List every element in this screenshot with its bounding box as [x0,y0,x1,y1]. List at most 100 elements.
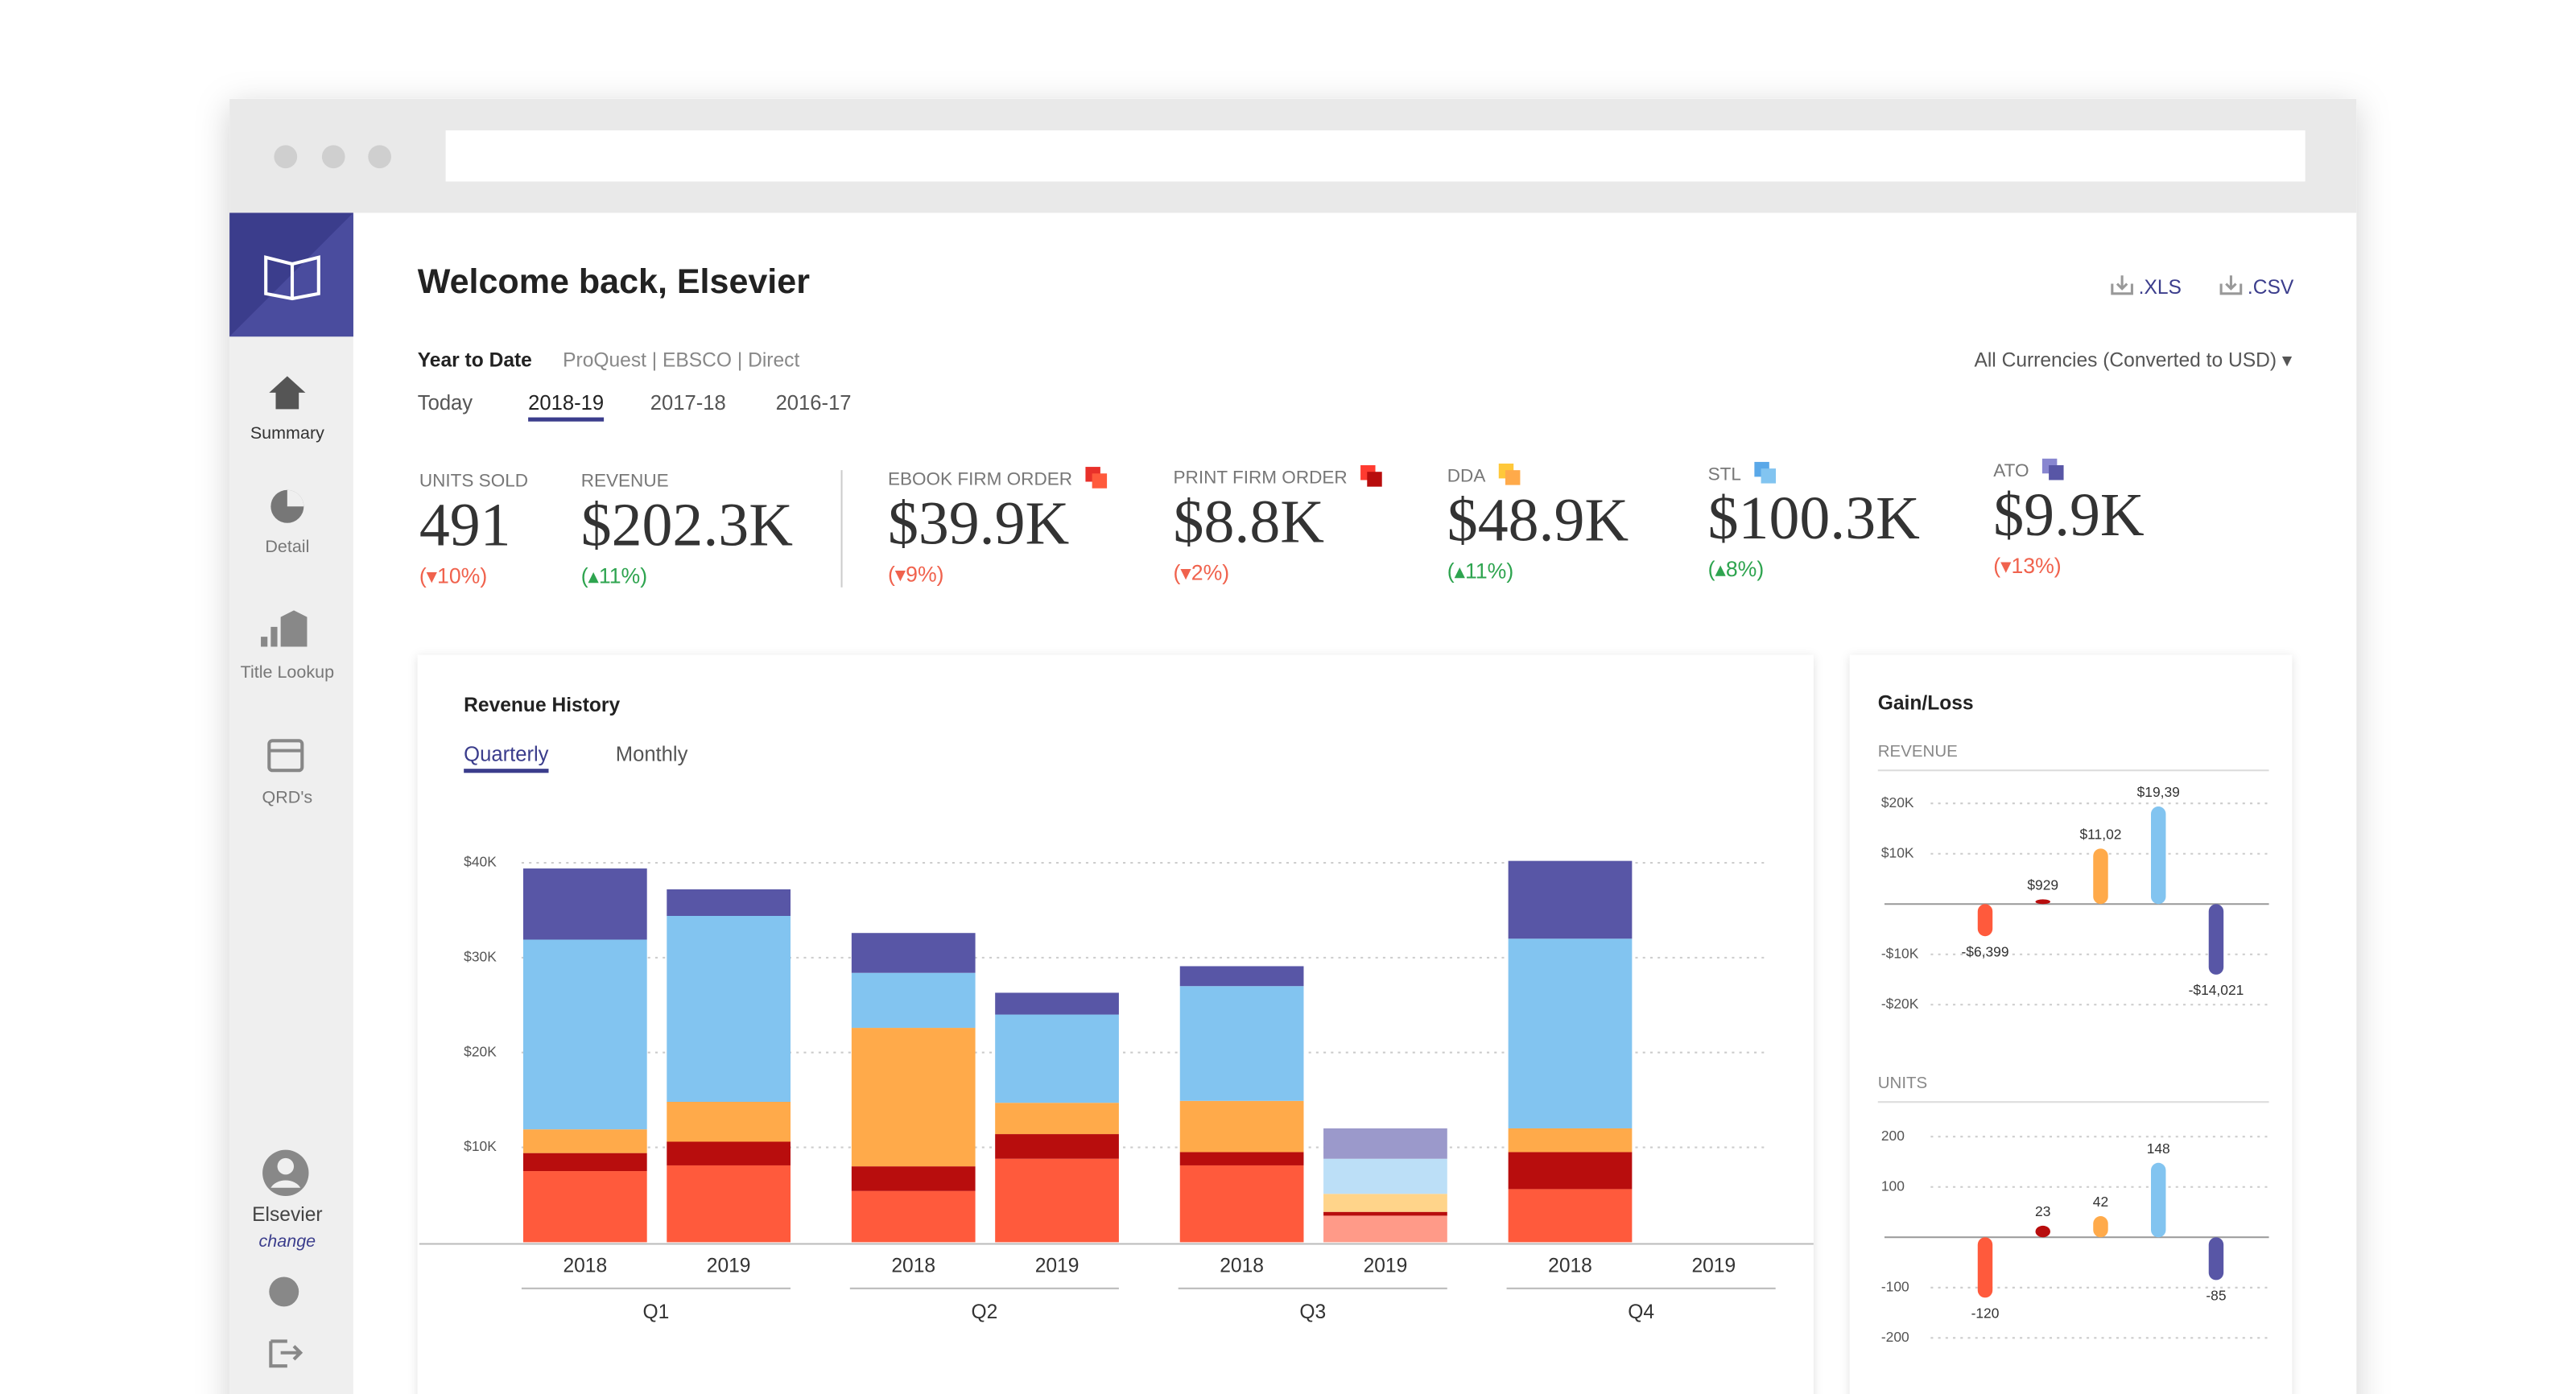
view-tab[interactable]: Monthly [616,744,688,766]
bar [2208,904,2224,975]
kpi-value: $48.9K [1447,486,1629,554]
y-tick-label: -$20K [1881,996,1919,1012]
bar [2150,1162,2166,1238]
data-label: -120 [1971,1305,2000,1321]
bar-segment [667,889,791,916]
logo-icon [264,255,320,301]
data-label: $11,02 [2080,827,2122,843]
kpi-label: REVENUE [581,470,669,490]
user-change[interactable]: change [259,1231,316,1251]
bar-segment [1508,1189,1633,1243]
kpi-value: $8.8K [1174,488,1324,555]
x-tick-label: 2019 [1691,1256,1736,1277]
gainloss-panel [1849,654,2293,1394]
y-tick-label: 100 [1881,1177,1905,1194]
data-label: 148 [2147,1140,2170,1157]
sidebar [229,212,353,1394]
period-tab[interactable]: Today [418,392,473,414]
bar-segment [1179,1100,1304,1153]
bar-segment [1179,1165,1304,1243]
books-icon [261,610,308,647]
period-underline [528,417,605,422]
period-tab[interactable]: 2017-18 [650,392,726,414]
chart-title: Revenue History [464,695,620,716]
download-icon [2219,275,2243,295]
nav-item[interactable]: Title Lookup [241,662,334,682]
x-tick-label: 2018 [1220,1256,1264,1277]
y-tick-label: $10K [464,1138,497,1154]
bar-segment [522,1171,647,1243]
x-tick-label: 2019 [1364,1256,1408,1277]
logout-icon[interactable] [269,1339,303,1368]
window-dot [368,145,391,169]
kpi-change: (▴11%) [1447,559,1513,583]
kpi-label: DDA [1447,465,1486,485]
y-tick-label: -100 [1881,1278,1909,1294]
currency[interactable]: All Currencies (Converted to USD) ▾ [1974,349,2292,371]
bar-segment [667,1101,791,1142]
help-icon[interactable] [269,1276,299,1307]
bar [2208,1237,2224,1281]
kpi-value: $9.9K [1993,481,2144,549]
bar-segment [522,1153,647,1172]
x-tick-label: 2018 [1548,1256,1592,1277]
bar [2035,899,2050,905]
bar-segment [1323,1211,1447,1216]
kpi-label: PRINT FIRM ORDER [1174,467,1348,487]
data-label: 42 [2093,1194,2108,1210]
bar-segment [1323,1215,1447,1243]
kpi-change: (▾9%) [888,562,944,586]
bar-segment [995,1103,1119,1135]
y-tick-label: -200 [1881,1329,1909,1345]
group-label: Q2 [971,1301,997,1323]
bar-segment [1323,1194,1447,1212]
nav-item[interactable]: Summary [250,423,324,443]
bar-segment [522,868,647,940]
bar-segment [995,992,1119,1015]
nav-item[interactable]: Detail [265,537,309,556]
kpi-icon [2049,465,2064,480]
y-tick-label: $40K [464,854,497,870]
kpi-icon [1367,472,1382,487]
period-tab[interactable]: 2016-17 [776,392,852,414]
bar-segment [667,1165,791,1243]
y-tick-label: $30K [464,948,497,964]
bar [2035,1225,2050,1238]
bar-segment [1179,1152,1304,1165]
group-label: Q4 [1628,1301,1654,1323]
y-tick-label: $20K [1881,794,1914,810]
sources: ProQuest | EBSCO | Direct [563,349,799,371]
bar-segment [1508,860,1633,939]
export-link[interactable]: .XLS [2139,277,2182,299]
page-title: Welcome back, Elsevier [418,262,810,301]
kpi-value: $202.3K [581,491,793,559]
kpi-change: (▾2%) [1174,560,1230,584]
data-label: 23 [2035,1203,2050,1219]
x-tick-label: 2019 [707,1256,751,1277]
group-label: Q3 [1299,1301,1326,1323]
period-label: Year to Date [418,349,532,371]
address-bar [445,130,2306,182]
kpi-value: $100.3K [1708,485,1920,552]
kpi-icon [1505,470,1521,485]
period-tab[interactable]: 2018-19 [528,392,604,414]
bar [2093,1216,2108,1238]
avatar-body [270,1180,301,1188]
download-icon [2111,275,2133,295]
kpi-icon [1092,473,1108,489]
chart-subtitle: REVENUE [1878,742,1958,761]
kpi-label: EBOOK FIRM ORDER [888,468,1072,489]
nav-item[interactable]: QRD's [262,788,313,807]
view-tab[interactable]: Quarterly [464,744,549,766]
export-link[interactable]: .CSV [2248,277,2294,299]
data-label: -$6,399 [1961,943,2008,959]
window-dot [321,145,345,169]
y-tick-label: 200 [1881,1128,1905,1144]
bar-segment [851,1190,976,1243]
bar-segment [1179,966,1304,987]
bar-segment [522,939,647,1130]
bar-segment [1508,1128,1633,1153]
y-tick-label: $10K [1881,844,1914,860]
